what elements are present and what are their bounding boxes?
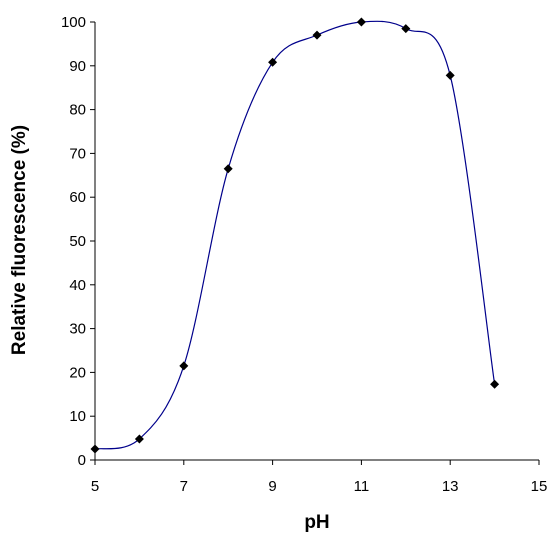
data-point-5 xyxy=(90,444,100,454)
y-tick-label: 0 xyxy=(78,452,86,469)
y-tick-label: 10 xyxy=(69,408,86,425)
data-point-12 xyxy=(401,24,411,34)
data-point-13 xyxy=(445,70,455,80)
series-line xyxy=(94,20,496,450)
data-point-10 xyxy=(312,30,322,40)
data-point-8 xyxy=(223,164,233,174)
data-point-14 xyxy=(490,379,500,389)
x-tick-label: 5 xyxy=(91,478,99,495)
x-tick-label: 13 xyxy=(442,478,459,495)
data-point-9 xyxy=(268,57,278,67)
y-tick-label: 90 xyxy=(69,58,86,75)
y-tick-label: 70 xyxy=(69,145,86,162)
y-tick-label: 30 xyxy=(69,321,86,338)
y-tick-label: 100 xyxy=(61,14,86,31)
axes xyxy=(90,21,540,465)
x-tick-label: 7 xyxy=(180,478,188,495)
data-point-6 xyxy=(134,434,144,444)
x-tick-label: 9 xyxy=(268,478,276,495)
x-axis-title: pH xyxy=(304,512,329,533)
data-point-11 xyxy=(356,17,366,27)
tick-labels: 0 10 20 30 40 50 60 70 80 90 100 5 7 9 11 13 15 xyxy=(61,14,547,495)
y-tick-label: 60 xyxy=(69,189,86,206)
y-tick-label: 80 xyxy=(69,102,86,119)
series-markers xyxy=(90,17,500,454)
y-axis-title: Relative fluorescence (%) xyxy=(9,125,30,355)
data-point-7 xyxy=(179,361,189,371)
y-tick-label: 50 xyxy=(69,233,86,250)
y-tick-label: 20 xyxy=(69,364,86,381)
x-tick-label: 11 xyxy=(354,478,370,495)
x-tick-label: 15 xyxy=(531,478,548,495)
y-tick-label: 40 xyxy=(69,277,86,294)
